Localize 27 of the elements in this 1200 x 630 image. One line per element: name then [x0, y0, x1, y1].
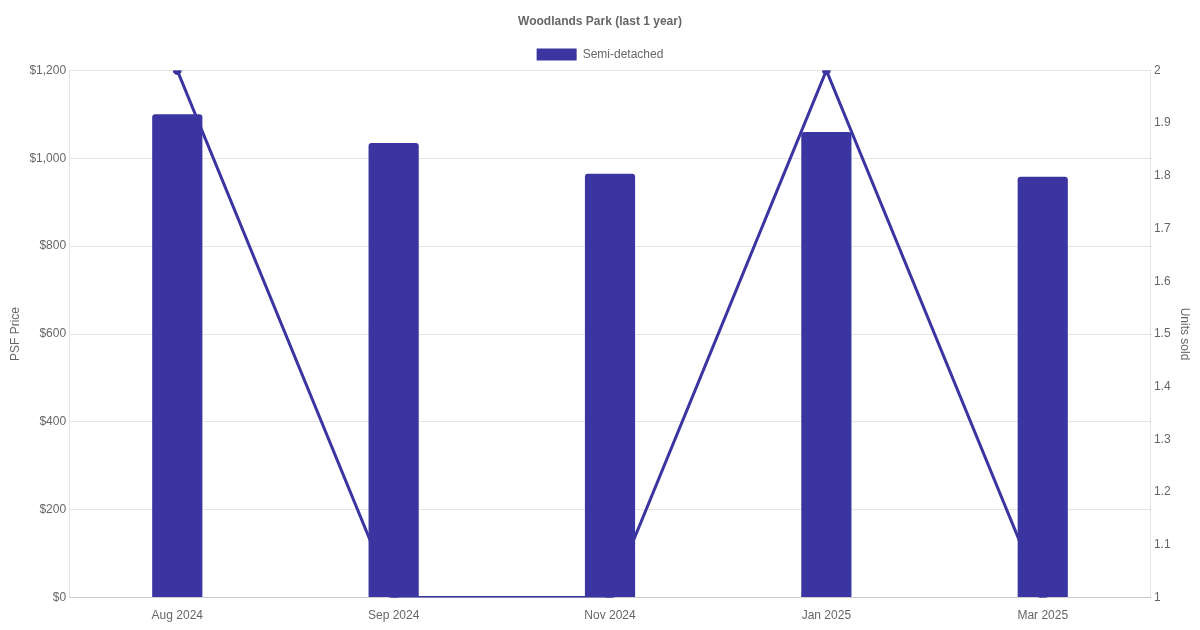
y-tick-label: $600 [39, 326, 67, 341]
y-tick-label: $800 [39, 238, 67, 253]
y2-axis-title: Units sold [1178, 307, 1193, 361]
y2-tick-label: 1.7 [1153, 220, 1171, 235]
y2-tick-label: 1.6 [1153, 273, 1171, 288]
y2-tick-label: 1 [1153, 589, 1161, 604]
y2-tick-label: 1.3 [1153, 431, 1171, 446]
x-tick-label: Aug 2024 [151, 608, 204, 623]
y2-tick-label: 1.5 [1153, 326, 1171, 341]
y-tick-label: $400 [39, 414, 67, 429]
x-tick-label: Nov 2024 [584, 608, 637, 623]
chart-title: Woodlands Park (last 1 year) [518, 13, 682, 28]
y2-tick-label: 1.1 [1153, 537, 1171, 552]
y-tick-label: $1,200 [29, 62, 67, 77]
y2-tick-label: 1.9 [1153, 115, 1171, 130]
x-tick-label: Jan 2025 [801, 608, 852, 623]
y2-tick-label: 1.4 [1153, 379, 1171, 394]
y-axis-title: PSF Price [7, 306, 22, 362]
y-tick-label: $0 [52, 589, 67, 604]
x-tick-label: Sep 2024 [367, 608, 420, 623]
y-tick-label: $1,000 [29, 150, 67, 165]
y2-tick-label: 1.2 [1153, 484, 1171, 499]
x-tick-label: Mar 2025 [1017, 608, 1069, 623]
legend-label: Semi-detached [582, 46, 664, 61]
y-tick-label: $200 [39, 502, 67, 517]
y2-tick-label: 1.8 [1153, 168, 1171, 183]
y2-tick-label: 2 [1153, 62, 1161, 77]
